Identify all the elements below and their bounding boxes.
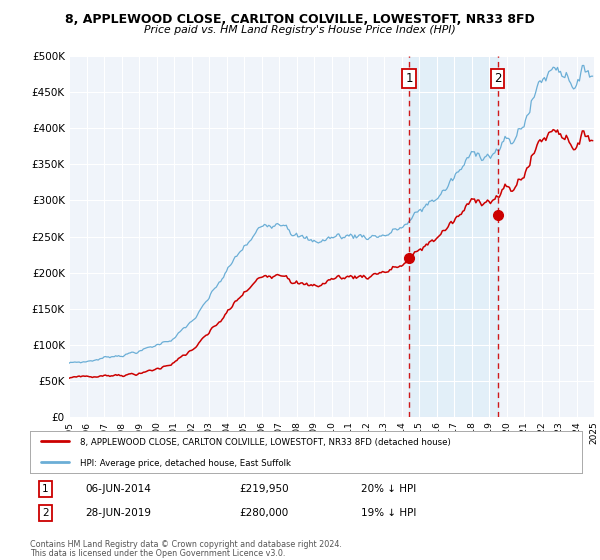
Text: Contains HM Land Registry data © Crown copyright and database right 2024.: Contains HM Land Registry data © Crown c… xyxy=(30,540,342,549)
Text: 1: 1 xyxy=(42,484,49,494)
Text: 1: 1 xyxy=(406,72,413,85)
Text: 2: 2 xyxy=(42,508,49,519)
Text: Price paid vs. HM Land Registry's House Price Index (HPI): Price paid vs. HM Land Registry's House … xyxy=(144,25,456,35)
Text: 8, APPLEWOOD CLOSE, CARLTON COLVILLE, LOWESTOFT, NR33 8FD: 8, APPLEWOOD CLOSE, CARLTON COLVILLE, LO… xyxy=(65,13,535,26)
Text: £219,950: £219,950 xyxy=(240,484,289,494)
Text: £280,000: £280,000 xyxy=(240,508,289,519)
Bar xyxy=(409,56,497,417)
Text: 8, APPLEWOOD CLOSE, CARLTON COLVILLE, LOWESTOFT, NR33 8FD (detached house): 8, APPLEWOOD CLOSE, CARLTON COLVILLE, LO… xyxy=(80,438,451,447)
Text: 2: 2 xyxy=(494,72,502,85)
Text: HPI: Average price, detached house, East Suffolk: HPI: Average price, detached house, East… xyxy=(80,459,290,468)
Text: 20% ↓ HPI: 20% ↓ HPI xyxy=(361,484,416,494)
Text: 06-JUN-2014: 06-JUN-2014 xyxy=(85,484,151,494)
Text: 28-JUN-2019: 28-JUN-2019 xyxy=(85,508,151,519)
Text: 19% ↓ HPI: 19% ↓ HPI xyxy=(361,508,416,519)
Text: This data is licensed under the Open Government Licence v3.0.: This data is licensed under the Open Gov… xyxy=(30,549,286,558)
